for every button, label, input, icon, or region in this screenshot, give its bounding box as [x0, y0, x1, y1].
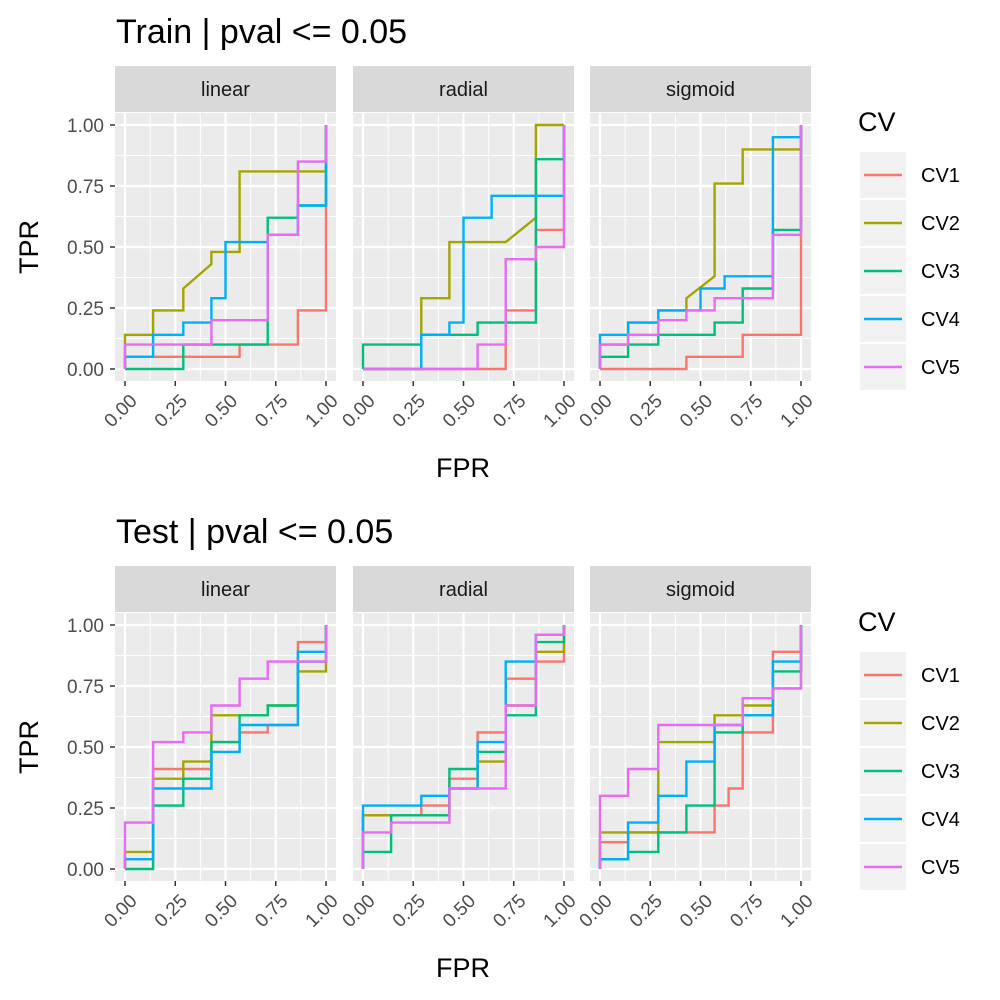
facet-strip: [115, 66, 336, 112]
x-tick-label: 0.00: [339, 391, 380, 432]
series-cv5-line: [123, 625, 328, 869]
facet-radial: radial 0.00 0.25 0.50 0.75 1.00: [339, 566, 581, 932]
facet-label: radial: [439, 79, 488, 101]
legend-label-cv3: CV3: [921, 261, 960, 283]
x-tick-label: 0.75: [489, 891, 530, 932]
series-cv5-line: [598, 625, 803, 869]
x-tick-label: 0.00: [101, 891, 142, 932]
x-tick-label: 0.25: [151, 391, 192, 432]
facet-radial: radial 0.00 0.25 0.50 0.75 1.00: [339, 66, 581, 432]
y-tick-label: 0.75: [67, 177, 104, 198]
chart-title: Test | pval <= 0.05: [116, 513, 393, 551]
x-tick-label: 0.25: [389, 391, 430, 432]
x-axis-title: FPR: [436, 453, 490, 483]
x-tick-label: 0.75: [489, 391, 530, 432]
series-cv4-line: [123, 125, 328, 369]
x-axis-title: FPR: [436, 953, 490, 983]
x-tick-label: 1.00: [540, 891, 581, 932]
x-tick-label: 0.75: [251, 391, 292, 432]
y-tick-label: 0.00: [67, 360, 104, 381]
facet-strip: [115, 566, 336, 612]
legend-title: CV: [858, 107, 896, 137]
x-tick-label: 0.00: [576, 891, 617, 932]
legend-label-cv2: CV2: [921, 713, 960, 735]
legend: CV CV1 CV2 CV3 CV4 CV5: [858, 107, 960, 390]
legend: CV CV1 CV2 CV3 CV4 CV5: [858, 607, 960, 890]
chart-title: Train | pval <= 0.05: [116, 13, 407, 51]
y-tick-label: 0.00: [67, 860, 104, 881]
facet-label: linear: [201, 579, 250, 601]
facet-linear: linear 0.00 0.25 0.50 0.75 1.00: [101, 66, 343, 432]
facet-label: sigmoid: [666, 79, 735, 101]
legend-label-cv1: CV1: [921, 665, 960, 687]
x-tick-label: 1.00: [777, 391, 818, 432]
x-tick-label: 0.00: [101, 391, 142, 432]
facet-strip: [353, 566, 574, 612]
y-axis-title: TPR: [14, 220, 44, 274]
facet-strip: [590, 66, 811, 112]
x-tick-label: 0.25: [626, 891, 667, 932]
legend-label-cv5: CV5: [921, 357, 960, 379]
x-tick-label: 1.00: [302, 391, 343, 432]
y-axis-title: TPR: [14, 720, 44, 774]
x-tick-label: 0.50: [676, 391, 717, 432]
y-tick-label: 1.00: [67, 116, 104, 137]
x-tick-label: 0.50: [201, 891, 242, 932]
series-cv4-line: [363, 125, 566, 371]
x-tick-label: 0.25: [626, 391, 667, 432]
facet-sigmoid: sigmoid 0.00 0.25 0.50 0.75 1.00: [576, 66, 818, 432]
x-tick-label: 0.50: [676, 891, 717, 932]
x-tick-label: 0.00: [576, 391, 617, 432]
x-tick-label: 1.00: [540, 391, 581, 432]
y-tick-label: 0.50: [67, 738, 104, 759]
series-cv1-line: [600, 125, 803, 371]
x-tick-label: 1.00: [302, 891, 343, 932]
series-cv5-line: [363, 125, 566, 371]
facet-label: sigmoid: [666, 579, 735, 601]
legend-label-cv5: CV5: [921, 857, 960, 879]
series-cv5-line: [361, 625, 566, 869]
legend-label-cv2: CV2: [921, 213, 960, 235]
facet-strip: [590, 566, 811, 612]
y-tick-label: 0.50: [67, 238, 104, 259]
series-cv5-line: [598, 125, 803, 369]
facet-label: linear: [201, 79, 250, 101]
x-tick-label: 0.75: [726, 391, 767, 432]
x-tick-label: 0.75: [251, 891, 292, 932]
x-tick-label: 0.50: [201, 391, 242, 432]
x-tick-label: 0.50: [439, 891, 480, 932]
series-cv4-line: [123, 625, 328, 869]
x-tick-label: 0.00: [339, 891, 380, 932]
facet-label: radial: [439, 579, 488, 601]
series-cv5-line: [123, 125, 328, 369]
series-cv3-line: [361, 125, 566, 369]
x-tick-label: 0.25: [151, 891, 192, 932]
x-tick-label: 1.00: [777, 891, 818, 932]
facet-strip: [353, 66, 574, 112]
series-cv4-line: [598, 125, 803, 369]
series-cv2-line: [123, 125, 328, 369]
x-tick-label: 0.75: [726, 891, 767, 932]
y-tick-label: 1.00: [67, 616, 104, 637]
y-tick-label: 0.25: [67, 799, 104, 820]
legend-label-cv4: CV4: [921, 809, 960, 831]
legend-title: CV: [858, 607, 896, 637]
legend-label-cv4: CV4: [921, 309, 960, 331]
x-tick-label: 0.50: [439, 391, 480, 432]
facet-sigmoid: sigmoid 0.00 0.25 0.50 0.75 1.00: [576, 566, 818, 932]
x-tick-label: 0.25: [389, 891, 430, 932]
y-tick-label: 0.25: [67, 299, 104, 320]
y-tick-label: 0.75: [67, 677, 104, 698]
legend-label-cv1: CV1: [921, 165, 960, 187]
legend-label-cv3: CV3: [921, 761, 960, 783]
facet-linear: linear 0.00 0.25 0.50 0.75 1.00: [101, 566, 343, 932]
